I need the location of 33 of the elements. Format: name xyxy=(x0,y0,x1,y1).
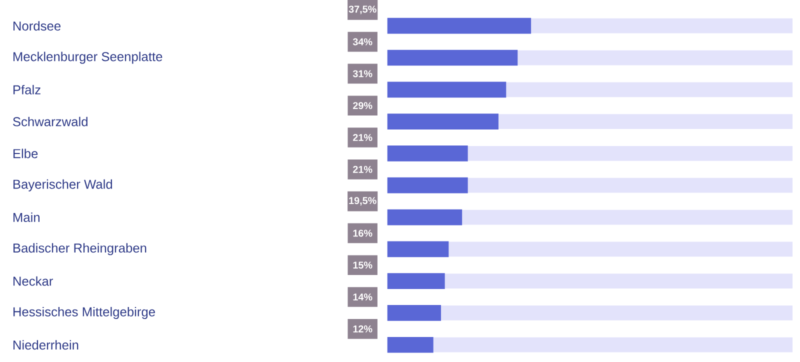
y-tick-label: Main xyxy=(13,212,40,222)
data-label: 16% xyxy=(353,230,372,237)
data-label: 14% xyxy=(353,294,372,301)
bar xyxy=(387,50,518,66)
y-tick-label: Pfalz xyxy=(13,85,40,94)
y-tick-label: Schwarzwald xyxy=(13,116,88,126)
data-label: 31% xyxy=(352,70,372,78)
y-tick-label: Badischer Rheingraben xyxy=(13,243,146,256)
data-label: 15% xyxy=(353,262,372,269)
y-tick-label: Elbe xyxy=(13,148,38,158)
bar xyxy=(387,178,468,194)
bar xyxy=(387,209,462,226)
bar xyxy=(387,146,468,162)
y-tick-label: Mecklenburger Seenplatte xyxy=(13,52,162,64)
y-tick-label: Bayerischer Wald xyxy=(13,179,112,192)
data-label: 34% xyxy=(352,38,372,46)
y-tick-label: Nordsee xyxy=(13,21,61,31)
data-label: 21% xyxy=(353,166,372,174)
y-tick-label: Hessisches Mittelgebirge xyxy=(13,307,155,320)
data-label: 19,5% xyxy=(349,197,376,206)
bar xyxy=(387,18,532,34)
y-tick-label: Neckar xyxy=(13,276,53,286)
y-tick-label: Niederrhein xyxy=(13,340,78,350)
bar xyxy=(387,241,449,258)
data-label: 21% xyxy=(353,134,372,142)
bar xyxy=(387,114,498,130)
data-label: 37,5% xyxy=(348,6,376,14)
bar xyxy=(387,273,445,290)
bar xyxy=(387,337,434,353)
data-label: 12% xyxy=(353,326,372,333)
bar xyxy=(387,305,442,321)
bar xyxy=(387,82,506,98)
data-label: 29% xyxy=(353,102,372,110)
